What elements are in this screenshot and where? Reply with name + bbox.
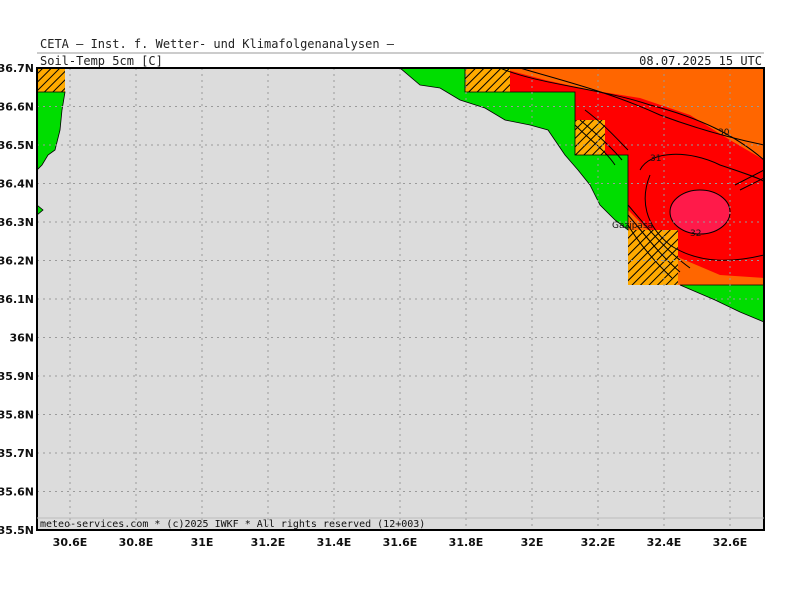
lat-tick-label: 36.6N <box>0 101 34 114</box>
green-land-west <box>37 91 66 171</box>
hatched-cell-n <box>465 68 510 92</box>
lat-tick-label: 35.6N <box>0 486 34 499</box>
lon-tick-label: 32.4E <box>647 536 682 549</box>
contour-label-32: 32 <box>690 229 701 239</box>
contour-label-31: 31 <box>650 154 661 164</box>
lat-tick-label: 36.1N <box>0 293 34 306</box>
lon-tick-label: 31.8E <box>449 536 484 549</box>
lon-tick-label: 31E <box>191 536 214 549</box>
place-label-gazipasa: Gazipasa <box>612 221 653 231</box>
lon-tick-label: 32.2E <box>581 536 616 549</box>
valid-time: 08.07.2025 15 UTC <box>639 54 762 68</box>
lat-tick-label: 36N <box>9 332 34 345</box>
map-frame <box>36 67 765 531</box>
chart-title: CETA – Inst. f. Wetter- und Klimafolgena… <box>40 37 395 51</box>
hot-core <box>669 189 731 235</box>
lat-tick-label: 35.7N <box>0 447 34 460</box>
contour-label-30: 30 <box>718 128 730 138</box>
lat-tick-label: 36.7N <box>0 62 34 75</box>
isotherms <box>499 68 764 279</box>
lat-tick-label: 36.3N <box>0 216 34 229</box>
longitude-axis: 30.6E 30.8E 31E 31.2E 31.4E 31.6E 31.8E 32E 32.2… <box>53 536 748 549</box>
lon-tick-label: 30.8E <box>119 536 154 549</box>
lon-tick-label: 31.2E <box>251 536 286 549</box>
lat-tick-label: 36.4N <box>0 178 34 191</box>
lat-tick-label: 36.5N <box>0 139 34 152</box>
lat-tick-label: 35.9N <box>0 370 34 383</box>
green-land-south <box>679 284 764 323</box>
lat-tick-label: 35.8N <box>0 409 34 422</box>
lat-tick-label: 35.5N <box>0 524 34 537</box>
lon-tick-label: 32E <box>521 536 544 549</box>
lon-tick-label: 32.6E <box>713 536 748 549</box>
lat-tick-label: 36.2N <box>0 255 34 268</box>
lon-tick-label: 31.6E <box>383 536 418 549</box>
green-land-north-coast <box>399 68 629 231</box>
lon-tick-label: 30.6E <box>53 536 88 549</box>
temp-zone-30-upper <box>500 68 764 160</box>
product-label: Soil-Temp_5cm [C] <box>40 54 163 68</box>
hatched-cell-nw <box>37 68 65 92</box>
lon-tick-label: 31.4E <box>317 536 352 549</box>
copyright-text: meteo-services.com * (c)2025 IWKF * All … <box>40 519 425 530</box>
latitude-axis: 36.7N 36.6N 36.5N 36.4N 36.3N 36.2N 36.1N 36N 35… <box>0 62 34 537</box>
grid-lines <box>37 68 764 530</box>
green-land-west-tip <box>37 204 44 216</box>
